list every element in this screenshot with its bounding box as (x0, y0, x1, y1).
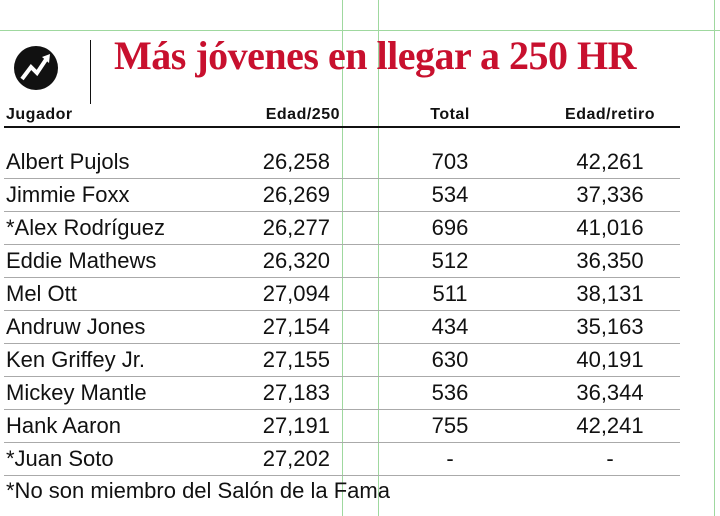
table-cell: 42,241 (576, 413, 644, 438)
title: Más jóvenes en llegar a 250 HR (114, 33, 636, 78)
column-header: Total (430, 106, 470, 123)
table-cell: 27,155 (262, 347, 330, 372)
table-cell: 36,344 (576, 380, 644, 405)
table-cell: 536 (431, 380, 469, 405)
column-header: Edad/retiro (565, 106, 655, 123)
table-cell: 42,261 (576, 149, 644, 174)
table-cell: 26,269 (262, 182, 330, 207)
table-cell: 41,016 (576, 215, 644, 240)
guide-line (0, 30, 720, 31)
divider (90, 40, 91, 104)
guide-line (342, 0, 343, 516)
table-cell: Mel Ott (6, 281, 77, 306)
table-cell: 27,191 (262, 413, 330, 438)
table-cell: 512 (431, 248, 469, 273)
table-cell: 534 (431, 182, 469, 207)
guide-line (378, 0, 379, 516)
table-cell: 26,277 (262, 215, 330, 240)
logo-icon (14, 46, 58, 90)
table-cell: Andruw Jones (6, 314, 146, 339)
table-cell: Albert Pujols (6, 149, 130, 174)
row-rule (4, 376, 680, 377)
table-cell: 434 (431, 314, 469, 339)
table-cell: 27,154 (262, 314, 330, 339)
row-rule (4, 277, 680, 278)
table-cell: Hank Aaron (6, 413, 121, 438)
table-cell: 755 (431, 413, 469, 438)
row-rule (4, 475, 680, 476)
table-cell: 703 (431, 149, 469, 174)
guide-line (714, 0, 715, 516)
row-rule (4, 343, 680, 344)
table-cell: - (606, 446, 614, 471)
row-rule (4, 211, 680, 212)
table-cell: 26,258 (262, 149, 330, 174)
table-cell: 37,336 (576, 182, 644, 207)
column-header: Edad/250 (265, 106, 340, 123)
row-rule (4, 178, 680, 179)
table-cell: Jimmie Foxx (6, 182, 130, 207)
column-header: Jugador (6, 106, 73, 123)
row-rule (4, 442, 680, 443)
table-cell: 40,191 (576, 347, 644, 372)
row-rule (4, 409, 680, 410)
table-cell: 26,320 (262, 248, 330, 273)
footnote: *No son miembro del Salón de la Fama (6, 478, 390, 503)
table-cell: 27,183 (262, 380, 330, 405)
header-rule (4, 126, 680, 128)
table-cell: Mickey Mantle (6, 380, 147, 405)
table-cell: 36,350 (576, 248, 644, 273)
table-cell: *Alex Rodríguez (6, 215, 165, 240)
table-cell: 630 (431, 347, 469, 372)
table-cell: 27,202 (262, 446, 330, 471)
table-cell: 511 (432, 281, 468, 306)
table-cell: 696 (431, 215, 469, 240)
table-cell: *Juan Soto (6, 446, 114, 471)
row-rule (4, 244, 680, 245)
table-cell: 35,163 (576, 314, 644, 339)
table-cell: - (446, 446, 454, 471)
row-rule (4, 310, 680, 311)
table-cell: 27,094 (262, 281, 330, 306)
table-cell: Eddie Mathews (6, 248, 157, 273)
table-cell: 38,131 (576, 281, 644, 306)
table-cell: Ken Griffey Jr. (6, 347, 145, 372)
